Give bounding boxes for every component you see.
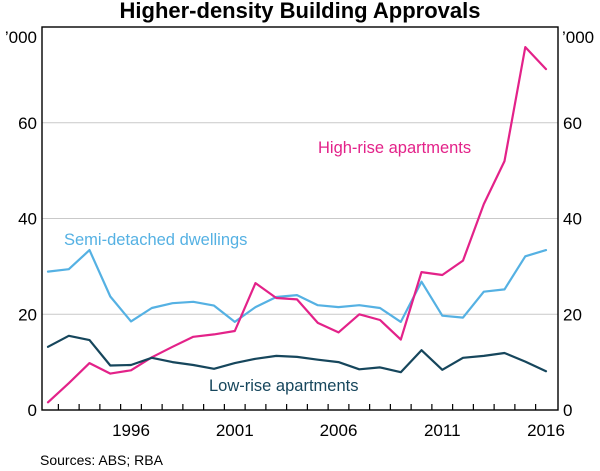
x-tick-label-2001: 2001 (216, 421, 254, 440)
source-note: Sources: ABS; RBA (40, 452, 163, 468)
unit-label-right: ’000 (562, 28, 594, 47)
y-tick-label-right-20: 20 (563, 305, 582, 324)
series-line-high-rise-apartments (46, 45, 548, 404)
x-tick-label-2016: 2016 (527, 421, 565, 440)
y-tick-label-left-20: 20 (18, 305, 37, 324)
x-tick-label-2011: 2011 (424, 421, 461, 440)
y-tick-label-left-40: 40 (18, 210, 37, 229)
y-tick-label-left-0: 0 (28, 401, 37, 420)
chart-title: Higher-density Building Approvals (119, 0, 481, 23)
y-tick-label-left-60: 60 (18, 114, 37, 133)
series-line-low-rise-apartments (46, 334, 548, 374)
x-tick-label-1996: 1996 (112, 421, 150, 440)
y-tick-label-right-0: 0 (563, 401, 572, 420)
y-tick-label-right-60: 60 (563, 114, 582, 133)
y-tick-label-right-40: 40 (563, 210, 582, 229)
x-tick-label-2006: 2006 (320, 421, 358, 440)
plot-frame (41, 26, 559, 411)
series-line-semi-detached-dwellings (46, 249, 548, 323)
series-label-semi-detached-dwellings: Semi-detached dwellings (64, 231, 247, 249)
series-label-low-rise-apartments: Low-rise apartments (209, 377, 358, 395)
series-label-high-rise-apartments: High-rise apartments (318, 139, 471, 157)
unit-label-left: ’000 (5, 28, 37, 47)
